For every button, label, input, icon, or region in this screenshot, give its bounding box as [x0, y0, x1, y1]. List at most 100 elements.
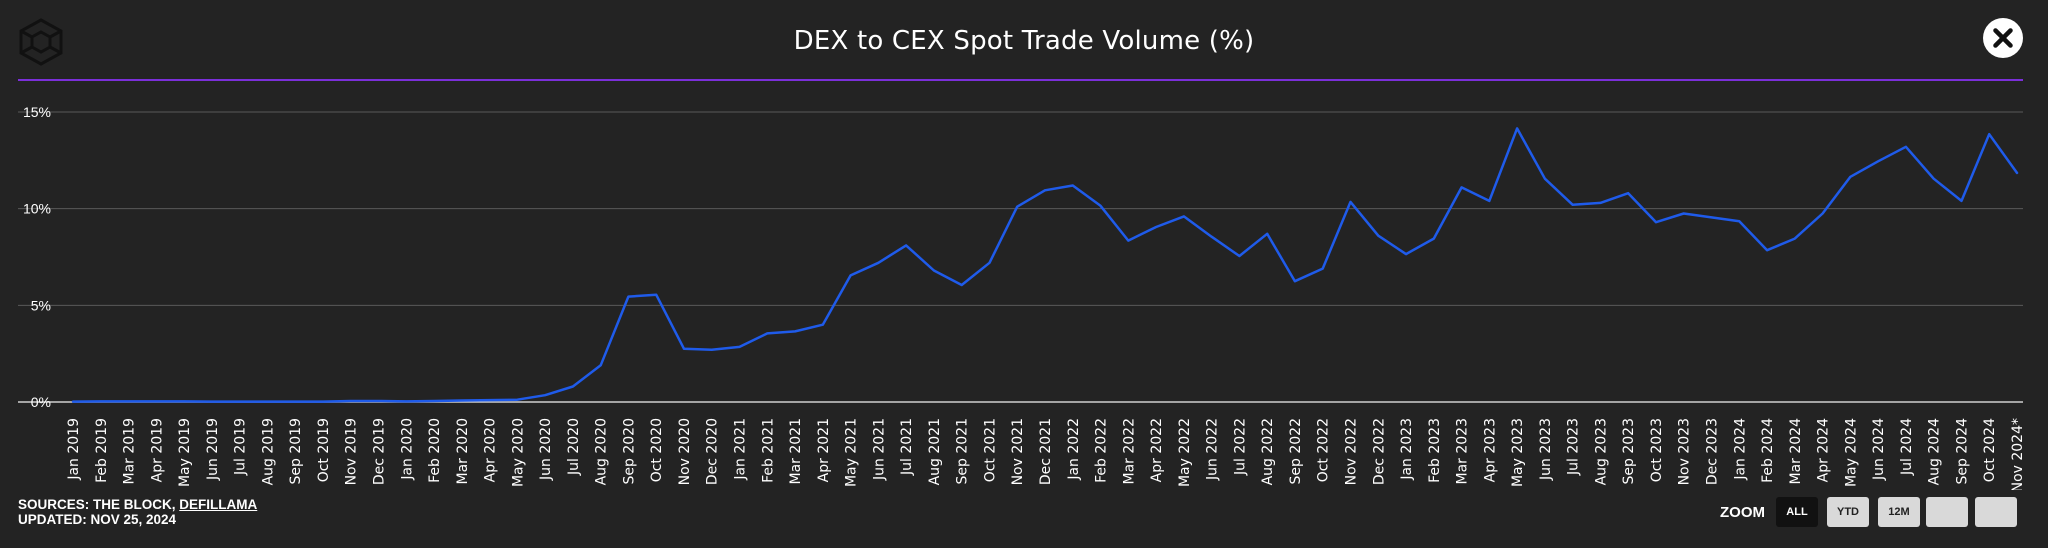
x-tick-label: May 2024: [1843, 418, 1859, 487]
data-point: [904, 243, 908, 247]
data-point: [154, 399, 158, 403]
data-point: [515, 398, 519, 402]
sources-block: SOURCES: THE BLOCK, DEFILLAMA UPDATED: N…: [18, 497, 257, 527]
data-point: [876, 261, 880, 265]
x-tick-label: Jun 2024: [1871, 418, 1887, 481]
x-tick-label: Oct 2019: [316, 418, 332, 482]
x-tick-label: May 2021: [844, 418, 860, 487]
data-point: [1293, 279, 1297, 283]
y-tick-label: 10%: [23, 201, 51, 217]
zoom-ytd-button[interactable]: YTD: [1827, 497, 1869, 527]
data-point: [1099, 204, 1103, 208]
data-point: [460, 398, 464, 402]
data-point: [793, 329, 797, 333]
zoom-all-button[interactable]: ALL: [1776, 497, 1818, 527]
x-tick-label: Nov 2023: [1677, 418, 1693, 485]
x-tick-label: Sep 2020: [621, 418, 637, 484]
x-tick-label: Jan 2023: [1399, 418, 1415, 481]
series-line: [71, 127, 2019, 403]
data-point: [1987, 132, 1991, 136]
x-tick-label: Jul 2024: [1899, 418, 1915, 476]
x-tick-label: Mar 2019: [122, 418, 138, 485]
data-point: [265, 400, 269, 404]
x-tick-label: Nov 2024*: [2010, 418, 2026, 490]
x-tick-label: Nov 2022: [1343, 418, 1359, 485]
x-tick-label: Apr 2022: [1149, 418, 1165, 482]
data-point: [1793, 237, 1797, 241]
x-tick-label: Feb 2022: [1094, 418, 1110, 483]
x-tick-label: Aug 2020: [594, 418, 610, 485]
x-tick-label: Jul 2022: [1232, 418, 1248, 476]
data-point: [932, 269, 936, 273]
x-tick-label: Jan 2020: [399, 418, 415, 481]
data-point: [599, 363, 603, 367]
data-point: [1904, 145, 1908, 149]
data-point: [1487, 199, 1491, 203]
data-point: [1015, 205, 1019, 209]
y-tick-label: 5%: [31, 297, 51, 313]
sources-text: SOURCES: THE BLOCK,: [18, 497, 180, 512]
close-icon: [1993, 28, 2013, 48]
x-tick-label: Sep 2022: [1288, 418, 1304, 484]
data-point: [1626, 191, 1630, 195]
zoom-button-5[interactable]: [1975, 497, 2017, 527]
data-point: [1071, 183, 1075, 187]
data-point: [849, 273, 853, 277]
data-point: [1543, 177, 1547, 181]
x-tick-label: Jul 2019: [233, 418, 249, 476]
x-tick-label: Oct 2023: [1649, 418, 1665, 482]
x-tick-label: Jun 2020: [538, 418, 554, 481]
data-point: [1265, 232, 1269, 236]
data-point: [987, 261, 991, 265]
x-tick-label: Mar 2022: [1121, 418, 1137, 485]
data-point: [1154, 225, 1158, 229]
x-tick-label: Oct 2021: [982, 418, 998, 482]
x-tick-label: Dec 2019: [371, 418, 387, 485]
x-tick-label: Jul 2023: [1566, 418, 1582, 476]
data-point: [571, 385, 575, 389]
x-tick-label: May 2022: [1177, 418, 1193, 487]
data-point: [626, 295, 630, 299]
x-tick-label: Jun 2022: [1205, 418, 1221, 481]
zoom-button-4[interactable]: [1926, 497, 1968, 527]
data-point: [1598, 201, 1602, 205]
data-point: [1571, 203, 1575, 207]
data-point: [738, 345, 742, 349]
data-point: [1432, 237, 1436, 241]
x-tick-label: Apr 2024: [1816, 418, 1832, 482]
data-point: [1376, 234, 1380, 238]
zoom-12m-button[interactable]: 12M: [1878, 497, 1920, 527]
zoom-label: ZOOM: [1720, 504, 1765, 521]
data-point: [210, 400, 214, 404]
data-point: [127, 399, 131, 403]
data-point: [1043, 188, 1047, 192]
x-tick-label: May 2019: [177, 418, 193, 487]
x-tick-label: Sep 2023: [1621, 418, 1637, 484]
data-point: [1348, 200, 1352, 204]
x-tick-label: Jul 2021: [899, 418, 915, 476]
x-tick-label: Sep 2024: [1954, 418, 1970, 485]
data-point: [1876, 159, 1880, 163]
x-tick-label: Mar 2020: [455, 418, 471, 485]
x-tick-label: Oct 2020: [649, 418, 665, 482]
x-tick-label: Jun 2019: [205, 418, 221, 481]
x-tick-label: Apr 2023: [1482, 418, 1498, 482]
x-tick-label: Jan 2021: [733, 418, 749, 481]
data-point: [1710, 215, 1714, 219]
data-point: [2015, 171, 2019, 175]
x-tick-label: Feb 2020: [427, 418, 443, 483]
x-tick-label: Aug 2021: [927, 418, 943, 485]
x-tick-label: Aug 2024: [1927, 418, 1943, 486]
defillama-link[interactable]: DEFILLAMA: [179, 497, 258, 512]
data-point: [682, 347, 686, 351]
data-point: [1821, 212, 1825, 216]
x-tick-label: Feb 2023: [1427, 418, 1443, 483]
data-point: [710, 348, 714, 352]
close-button[interactable]: [1983, 18, 2023, 58]
x-tick-label: Dec 2023: [1705, 418, 1721, 485]
data-point: [376, 399, 380, 403]
data-point: [293, 400, 297, 404]
x-tick-label: Dec 2021: [1038, 418, 1054, 485]
data-point: [765, 331, 769, 335]
x-tick-label: Oct 2022: [1316, 418, 1332, 482]
